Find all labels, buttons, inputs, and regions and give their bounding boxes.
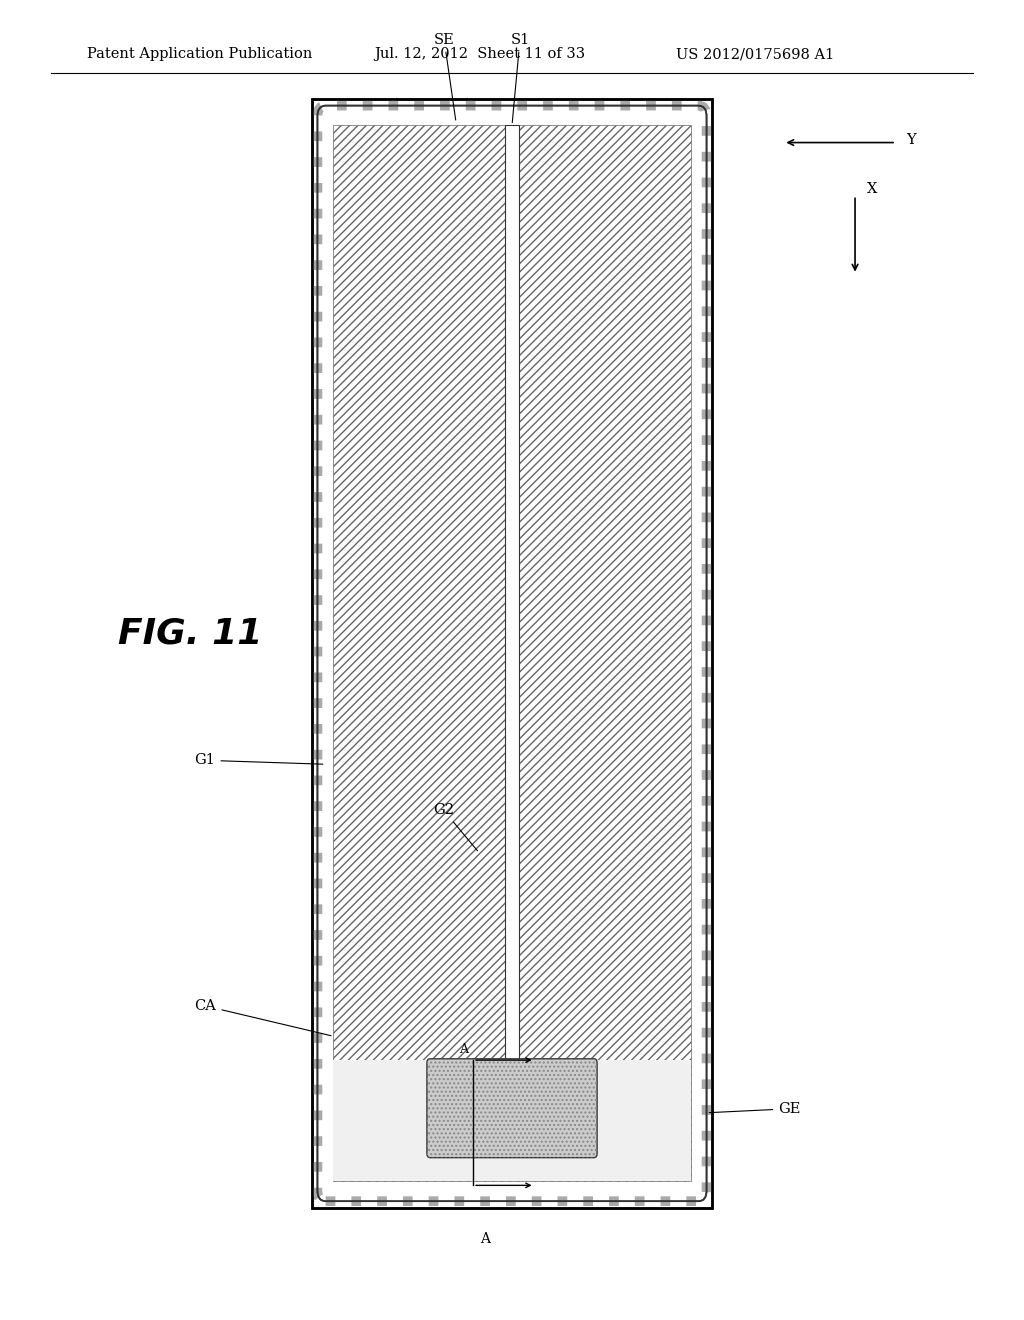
FancyBboxPatch shape	[317, 106, 707, 1201]
Text: GE: GE	[710, 1102, 801, 1115]
Bar	[312, 99, 712, 1208]
Text: SE: SE	[434, 33, 456, 120]
Text: Y: Y	[906, 133, 916, 147]
Bar	[333, 125, 691, 1181]
Bar	[333, 1060, 691, 1181]
Text: FIG. 11: FIG. 11	[118, 616, 262, 651]
Point	[467, 1177, 479, 1193]
Text: US 2012/0175698 A1: US 2012/0175698 A1	[676, 48, 835, 61]
Text: X: X	[867, 182, 878, 195]
Bar	[333, 125, 691, 1181]
Text: S1: S1	[510, 33, 529, 123]
Bar	[312, 99, 712, 1208]
Bar	[502, 1061, 522, 1063]
Point	[467, 1052, 479, 1068]
FancyBboxPatch shape	[427, 1059, 597, 1158]
Text: A: A	[459, 1043, 468, 1056]
Bar	[333, 1060, 691, 1181]
Text: CA: CA	[195, 999, 331, 1036]
Text: Patent Application Publication: Patent Application Publication	[87, 48, 312, 61]
Text: G2: G2	[433, 803, 477, 851]
Bar	[505, 125, 519, 1063]
Text: G1: G1	[195, 754, 323, 767]
Text: A: A	[480, 1232, 490, 1246]
Text: Jul. 12, 2012  Sheet 11 of 33: Jul. 12, 2012 Sheet 11 of 33	[374, 48, 585, 61]
